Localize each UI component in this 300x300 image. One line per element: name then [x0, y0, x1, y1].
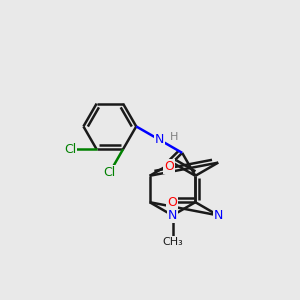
Text: N: N: [168, 209, 177, 222]
Text: Cl: Cl: [64, 143, 76, 156]
Text: O: O: [167, 196, 177, 209]
Text: O: O: [164, 160, 174, 172]
Text: N: N: [154, 133, 164, 146]
Text: H: H: [169, 132, 178, 142]
Text: CH₃: CH₃: [162, 237, 183, 247]
Text: N: N: [214, 209, 223, 222]
Text: Cl: Cl: [104, 166, 116, 179]
